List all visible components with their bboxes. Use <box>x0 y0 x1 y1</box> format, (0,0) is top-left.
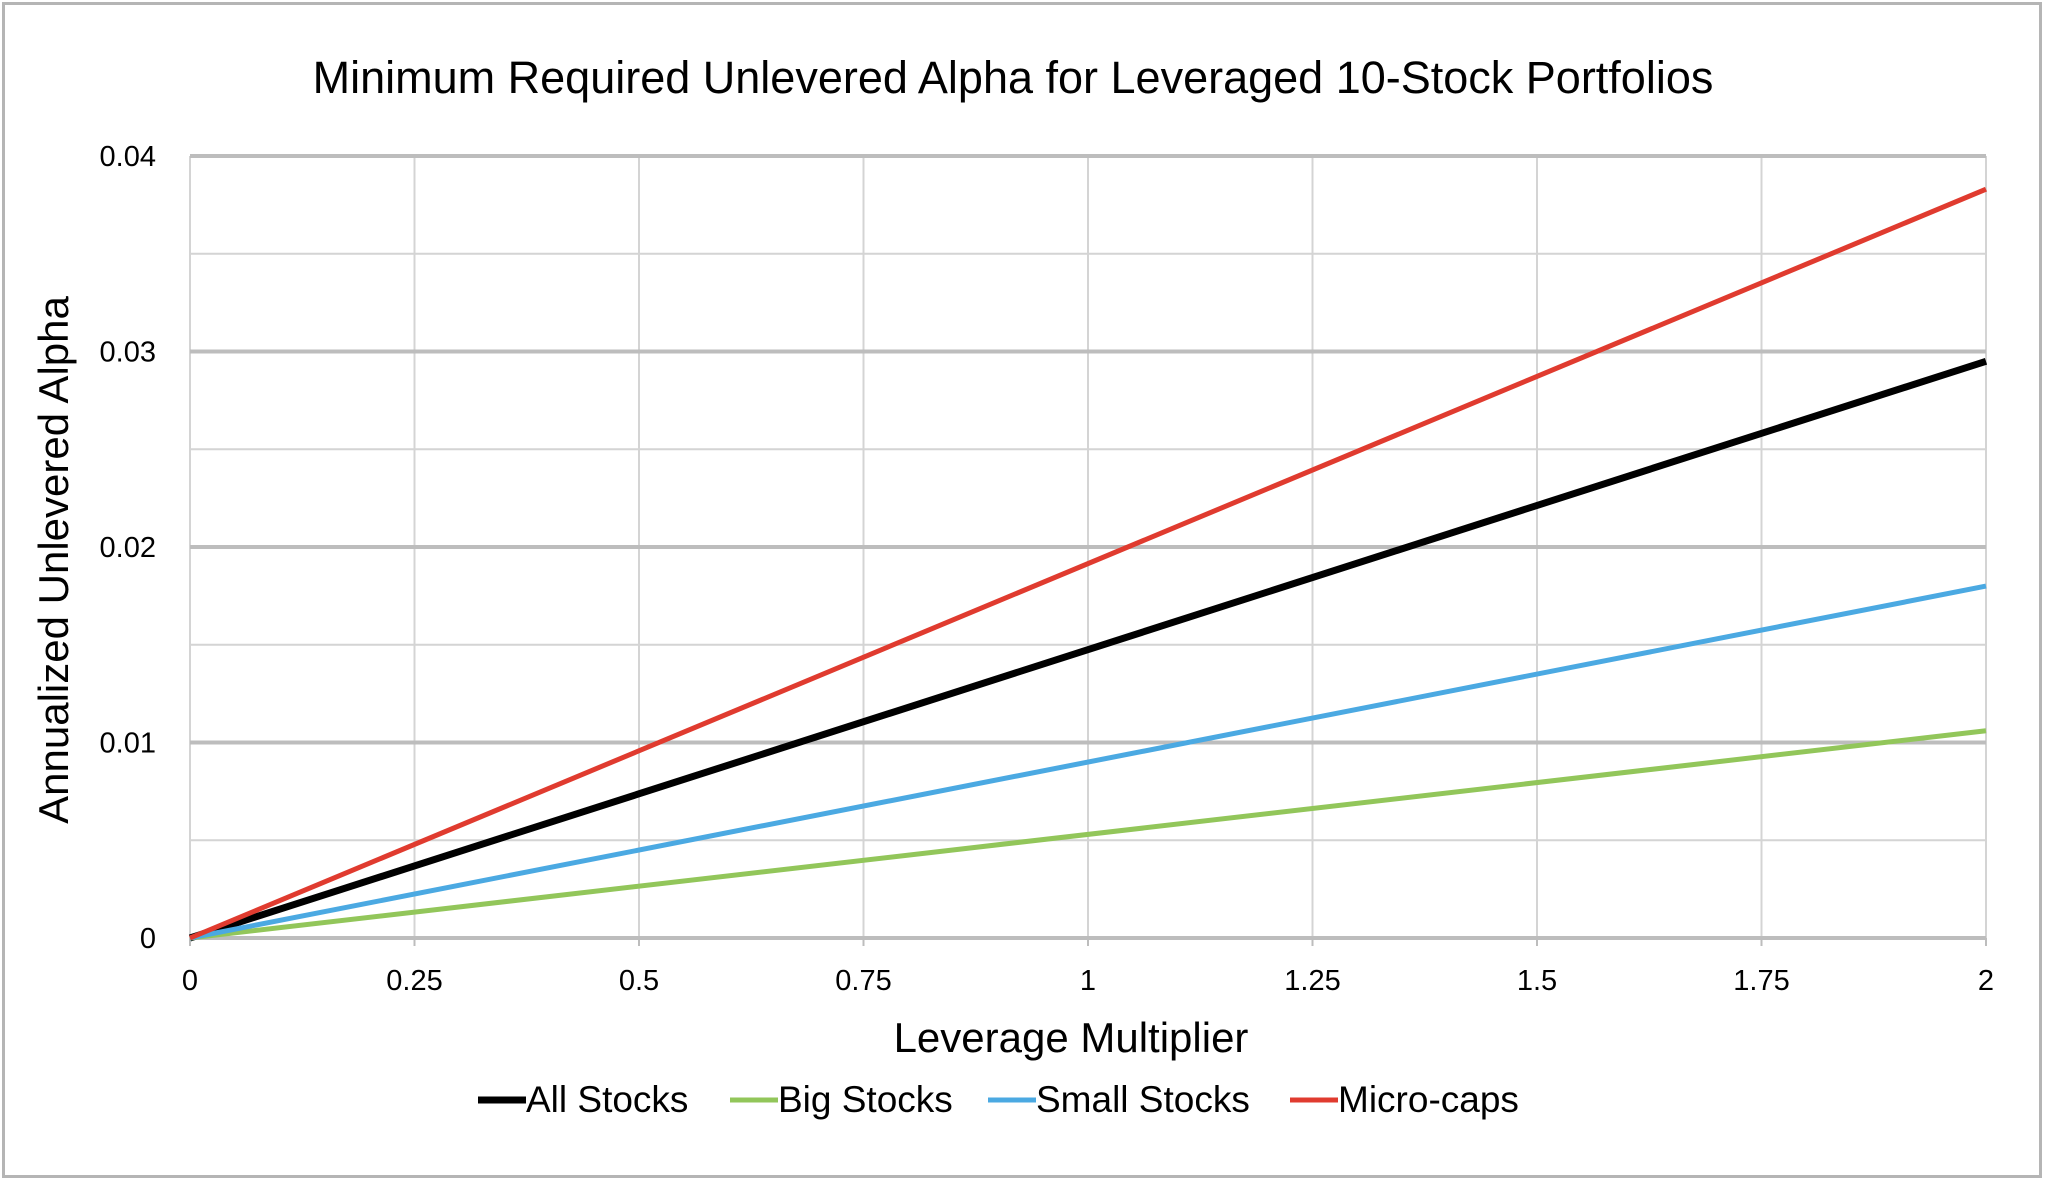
series-line-micro-caps <box>189 186 1987 941</box>
y-tick-label: 0 <box>140 923 156 955</box>
legend-label: Micro-caps <box>1338 1079 1519 1120</box>
chart-title: Minimum Required Unlevered Alpha for Lev… <box>313 52 1714 103</box>
x-tick-label: 0.25 <box>386 965 442 997</box>
legend-label: Small Stocks <box>1036 1079 1250 1120</box>
x-tick-label: 2 <box>1978 965 1994 997</box>
legend: All Stocks Big Stocks Small Stocks Micro-ca… <box>478 1079 1519 1120</box>
x-tick-labels: 0 0.25 0.5 0.75 1 1.25 1.5 1.75 2 <box>182 965 1994 997</box>
x-tick-label: 0.75 <box>835 965 891 997</box>
series-lines <box>188 186 1988 942</box>
legend-label: All Stocks <box>526 1079 688 1120</box>
series-line-big-stocks <box>189 728 1987 941</box>
x-tick-label: 0.5 <box>619 965 659 997</box>
y-tick-label: 0.02 <box>100 532 156 564</box>
y-tick-label: 0.01 <box>100 728 156 760</box>
legend-label: Big Stocks <box>778 1079 953 1120</box>
y-tick-label: 0.04 <box>100 141 156 173</box>
series-line-small-stocks <box>189 583 1987 941</box>
y-axis-title: Annualized Unlevered Alpha <box>30 296 77 824</box>
x-tick-label: 1.5 <box>1517 965 1557 997</box>
x-tick-label: 0 <box>182 965 198 997</box>
x-axis-title: Leverage Multiplier <box>894 1014 1249 1061</box>
x-tick-label: 1.25 <box>1284 965 1340 997</box>
y-tick-labels: 0 0.01 0.02 0.03 0.04 <box>100 141 156 955</box>
x-tick-label: 1 <box>1080 965 1096 997</box>
series-line-all-stocks <box>188 357 1988 942</box>
y-tick-label: 0.03 <box>100 337 156 369</box>
x-tick-label: 1.75 <box>1733 965 1789 997</box>
